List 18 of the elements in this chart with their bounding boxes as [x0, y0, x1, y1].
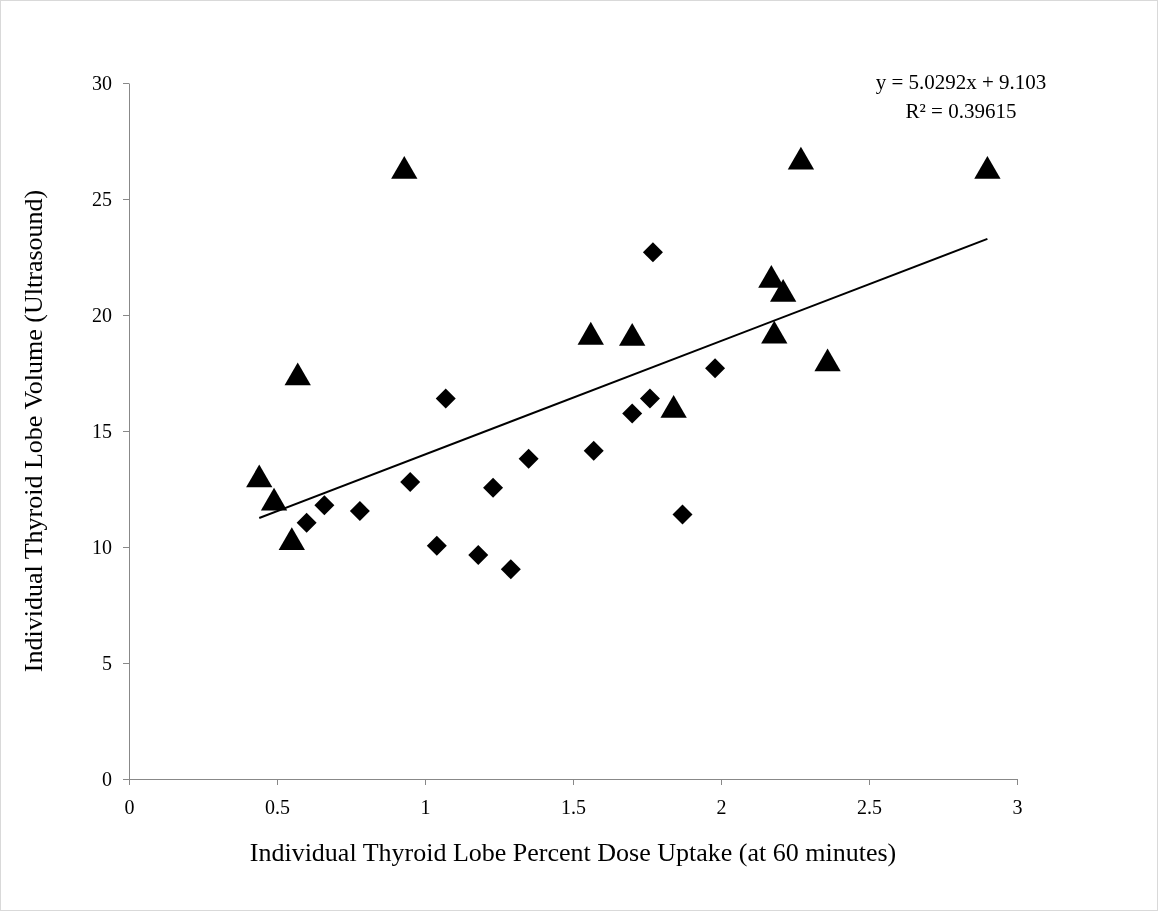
y-tick-label: 5: [102, 651, 112, 674]
y-tick-label: 0: [102, 767, 112, 790]
x-tick-label: 2.5: [857, 796, 882, 818]
y-tick-label: 30: [92, 71, 112, 94]
annotation: y = 5.0292x + 9.103: [875, 70, 1047, 94]
x-tick-label: 0.5: [265, 796, 290, 818]
y-tick-label: 20: [92, 303, 112, 326]
annotation: R² = 0.39615: [905, 99, 1017, 123]
y-tick-label: 25: [92, 187, 112, 210]
x-tick-label: 1: [420, 796, 431, 818]
x-axis-title: Individual Thyroid Lobe Percent Dose Uptake (at 60 minutes): [249, 838, 897, 867]
x-tick-label: 2: [716, 796, 727, 818]
y-tick-label: 10: [92, 535, 112, 558]
y-axis-title: Individual Thyroid Lobe Volume (Ultrasound): [19, 189, 48, 673]
y-tick-label: 15: [92, 419, 112, 442]
x-tick-label: 0: [124, 796, 135, 818]
x-tick-label: 1.5: [561, 796, 586, 818]
x-tick-label: 3: [1012, 796, 1023, 818]
